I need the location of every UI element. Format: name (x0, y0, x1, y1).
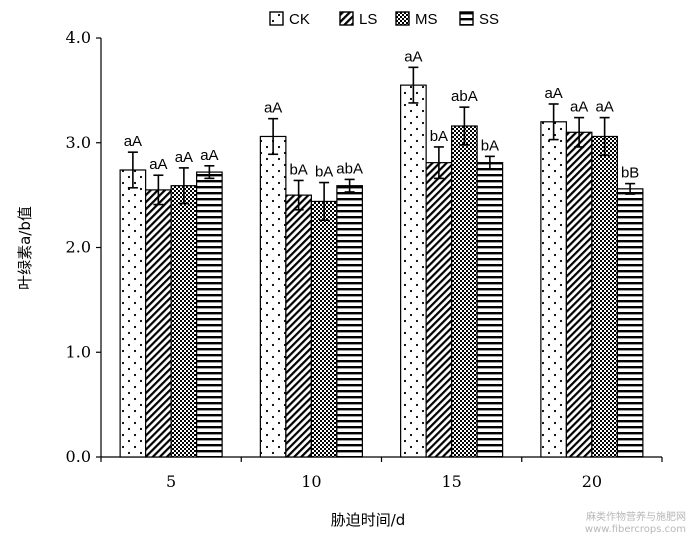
significance-label: aA (404, 48, 422, 65)
x-tick-label: 10 (301, 472, 321, 491)
watermark: 麻类作物营养与施肥网 www.fibercrops.com (585, 512, 686, 536)
legend-swatch-ls (339, 11, 354, 26)
y-axis-title: 叶绿素a/b值 (16, 206, 34, 290)
bar-ms (170, 185, 198, 458)
significance-label: aA (595, 99, 613, 116)
significance-label: aA (175, 149, 193, 166)
bar-ls (565, 131, 593, 458)
bar-ss (336, 185, 363, 458)
bar-ss (196, 171, 223, 458)
watermark-line-2: www.fibercrops.com (584, 524, 686, 535)
y-tick-label: 4.0 (66, 28, 91, 47)
significance-label: abA (336, 160, 363, 177)
y-tick-label: 2.0 (66, 238, 91, 257)
significance-label: aA (264, 100, 282, 117)
legend-label-ck: CK (289, 11, 310, 28)
bar-ss (616, 188, 644, 458)
x-tick-label: 20 (582, 472, 602, 491)
significance-label: aA (200, 147, 218, 164)
bar-ck (540, 121, 567, 458)
significance-label: abA (451, 88, 478, 105)
significance-label: bA (289, 161, 307, 178)
legend-label-ss: SS (479, 11, 499, 28)
significance-label: aA (149, 156, 167, 173)
significance-label: aA (544, 85, 562, 102)
y-tick-label: 0.0 (66, 447, 91, 466)
y-tick-label: 3.0 (66, 133, 91, 152)
watermark-line-1: 麻类作物营养与施肥网 (586, 512, 686, 523)
significance-label: bA (481, 137, 499, 154)
legend: CK LS MS SS (269, 11, 499, 28)
bar-ck (400, 84, 427, 458)
bar-ck (119, 169, 147, 458)
bar-ls (145, 189, 172, 458)
legend-swatch-ck (269, 11, 284, 26)
bar-ls (285, 194, 312, 458)
bar-ms (591, 135, 618, 458)
significance-label: bA (430, 128, 448, 145)
significance-label: bA (315, 164, 333, 181)
bar-ms (310, 200, 338, 458)
y-tick-label: 1.0 (66, 342, 91, 361)
bar-ss (476, 162, 504, 458)
bar-ck (259, 135, 287, 458)
legend-swatch-ms (395, 11, 410, 26)
x-tick-label: 15 (441, 472, 461, 491)
bar-ms (451, 125, 478, 458)
legend-label-ms: MS (415, 11, 438, 28)
x-tick-label: 5 (166, 472, 176, 491)
significance-label: aA (124, 133, 142, 150)
significance-label: aA (570, 99, 588, 116)
x-axis-title: 胁迫时间/d (331, 511, 406, 529)
bar-ls (425, 162, 453, 458)
significance-label: bB (621, 165, 639, 182)
legend-label-ls: LS (359, 11, 377, 28)
legend-swatch-ss (459, 11, 474, 26)
